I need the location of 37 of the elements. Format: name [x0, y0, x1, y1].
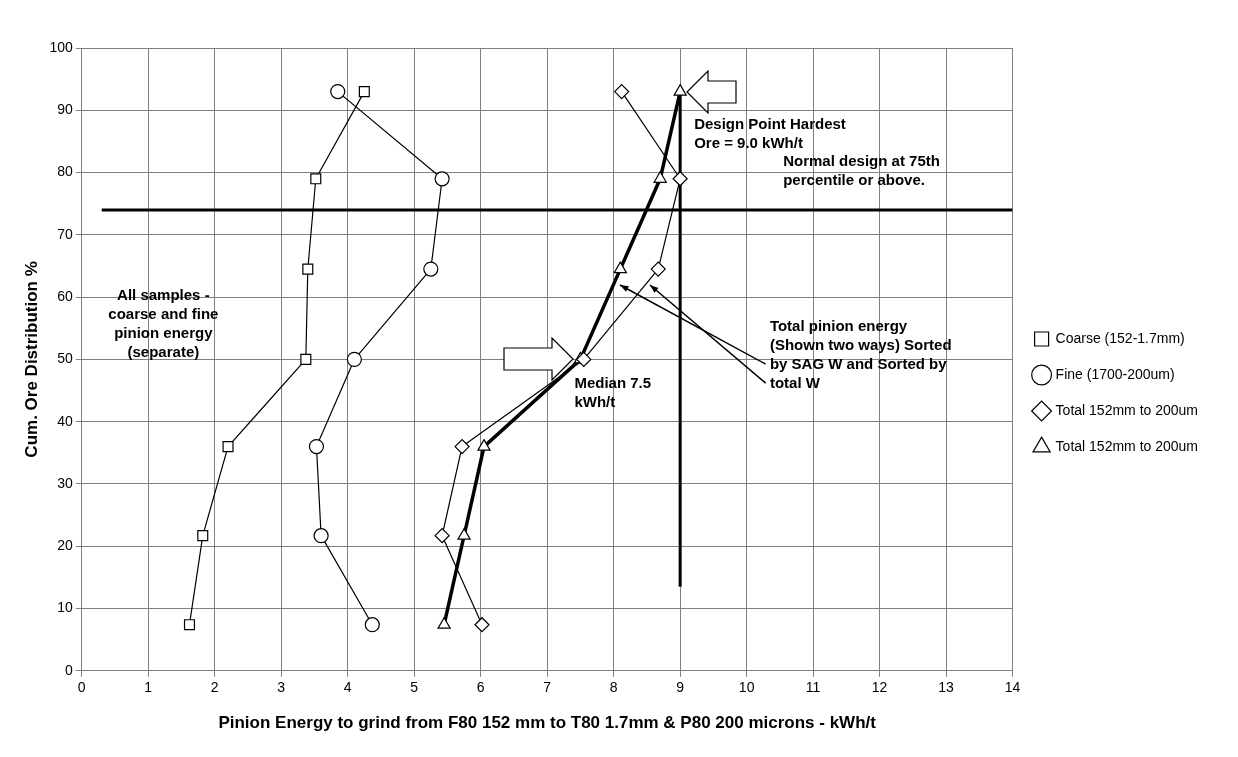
x-tick-label: 7 [543, 679, 552, 696]
annotation: Total pinion energy (Shown two ways) Sorted by SAG W and Sorted by total W [769, 315, 952, 392]
x-tick-label: 13 [938, 679, 955, 696]
x-tick-label: 0 [77, 679, 86, 696]
x-axis-title: Pinion Energy to grind from F80 152 mm to T80 1.7mm & P80 200 microns - kWh/t [218, 713, 877, 733]
x-tick-label: 9 [676, 679, 685, 696]
y-tick-label: 70 [57, 225, 73, 242]
y-tick-label: 100 [49, 38, 73, 55]
annotation: Median 7.5 kWh/t [574, 373, 653, 412]
x-tick-label: 2 [210, 679, 219, 696]
y-tick-label: 30 [57, 474, 73, 491]
y-axis-title: Cum. Ore Distribution % [21, 261, 41, 458]
x-tick-label: 10 [738, 679, 755, 696]
x-tick-label: 3 [277, 679, 286, 696]
y-tick-label: 80 [57, 163, 73, 180]
x-tick-label: 5 [410, 679, 419, 696]
y-tick-label: 20 [57, 537, 73, 554]
y-tick-label: 90 [57, 101, 73, 118]
legend-label: Fine (1700-200um) [1055, 365, 1175, 382]
x-tick-label: 6 [476, 679, 485, 696]
annotation: Design Point Hardest Ore = 9.0 kWh/t [694, 113, 847, 152]
x-tick-label: 8 [609, 679, 618, 696]
x-tick-label: 12 [871, 679, 888, 696]
y-tick-label: 40 [57, 412, 73, 429]
legend-label: Total 152mm to 200um [1055, 401, 1198, 418]
x-tick-label: 1 [144, 679, 153, 696]
y-tick-label: 50 [57, 350, 73, 367]
x-tick-label: 4 [343, 679, 352, 696]
legend-label: Total 152mm to 200um [1055, 437, 1198, 454]
x-tick-label: 11 [805, 679, 821, 696]
legend-label: Coarse (152-1.7mm) [1055, 329, 1185, 346]
annotation: Normal design at 75th percentile or above. [783, 150, 941, 189]
y-tick-label: 60 [57, 287, 73, 304]
y-tick-label: 10 [57, 599, 73, 616]
annotation: All samples - coarse and fine pinion energy (separate) [107, 284, 220, 361]
x-tick-label: 14 [1004, 679, 1021, 696]
y-tick-label: 0 [64, 661, 73, 678]
